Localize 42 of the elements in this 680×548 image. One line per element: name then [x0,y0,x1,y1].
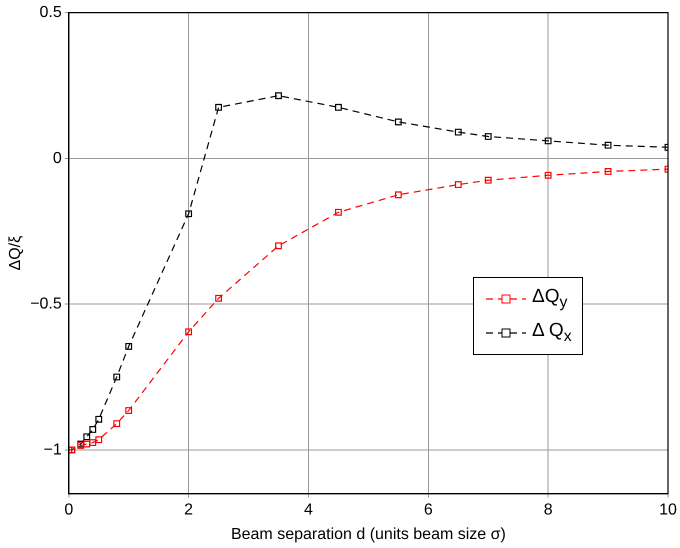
point [215,104,222,111]
y-axis-title: ΔQ/ξ [7,236,24,270]
point [185,328,192,336]
point [95,416,102,423]
point [89,439,96,446]
point [83,433,90,440]
x-tick-label: 10 [659,502,677,519]
point [484,176,492,184]
point [275,242,282,250]
x-tick-label: 6 [424,502,433,519]
point [394,191,402,198]
point [113,420,120,428]
point [95,436,102,444]
point [544,172,552,179]
point [215,294,222,302]
point [454,128,462,136]
point [275,92,282,100]
point [335,104,342,111]
y-tick-label: −0.5 [30,296,62,313]
point [83,440,90,448]
point [185,210,192,218]
point [454,181,462,188]
legend-label: Δ Q$_{x}$ [532,320,572,346]
point [125,407,132,414]
point [89,426,96,433]
point [394,118,402,126]
x-tick-label: 4 [304,502,314,519]
point [125,342,132,350]
x-tick-label: 8 [544,502,553,519]
point [604,168,612,175]
y-tick-label: 0 [52,150,62,167]
x-tick-label: 0 [64,502,74,519]
x-axis-title: Beam separation d (units beam size σ) [230,526,506,543]
point [335,208,342,216]
y-tick-label: −1 [44,441,62,458]
point [113,374,120,380]
point [544,137,552,144]
point [484,133,492,140]
point [604,142,612,149]
legend-label: ΔQ$_{y}$ [532,286,568,312]
y-tick-label: 0.5 [40,4,62,22]
x-tick-label: 2 [184,502,194,519]
